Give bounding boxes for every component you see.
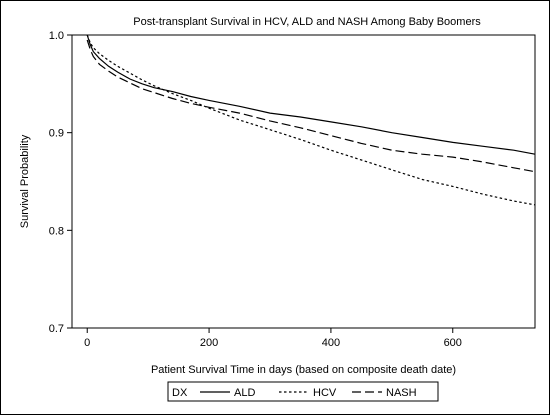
x-tick-label: 400 — [322, 337, 340, 349]
y-tick-label: 1.0 — [49, 30, 64, 42]
series-line-nash — [86, 39, 536, 173]
legend-label-hcv: HCV — [313, 387, 337, 399]
legend-title: DX — [172, 387, 188, 399]
x-axis: 0 200 400 600 — [84, 328, 462, 349]
x-tick-label: 600 — [444, 337, 462, 349]
y-tick-label: 0.8 — [49, 225, 64, 237]
y-tick-label: 0.9 — [49, 128, 64, 140]
plot-area — [71, 34, 536, 329]
x-axis-label: Patient Survival Time in days (based on … — [151, 364, 456, 376]
chart-title: Post-transplant Survival in HCV, ALD and… — [133, 16, 481, 28]
series-line-hcv — [86, 34, 536, 206]
y-axis-label: Survival Probability — [19, 134, 31, 228]
y-axis: 0.7 0.8 0.9 1.0 — [49, 30, 72, 335]
legend: DX ALD HCV NASH — [167, 381, 439, 402]
series-line-ald — [86, 34, 536, 155]
x-tick-label: 0 — [84, 337, 90, 349]
legend-box — [167, 381, 439, 402]
legend-label-nash: NASH — [386, 387, 417, 399]
y-tick-label: 0.7 — [49, 323, 64, 335]
x-tick-label: 200 — [200, 337, 218, 349]
series-layer — [86, 34, 536, 206]
legend-label-ald: ALD — [234, 387, 255, 399]
